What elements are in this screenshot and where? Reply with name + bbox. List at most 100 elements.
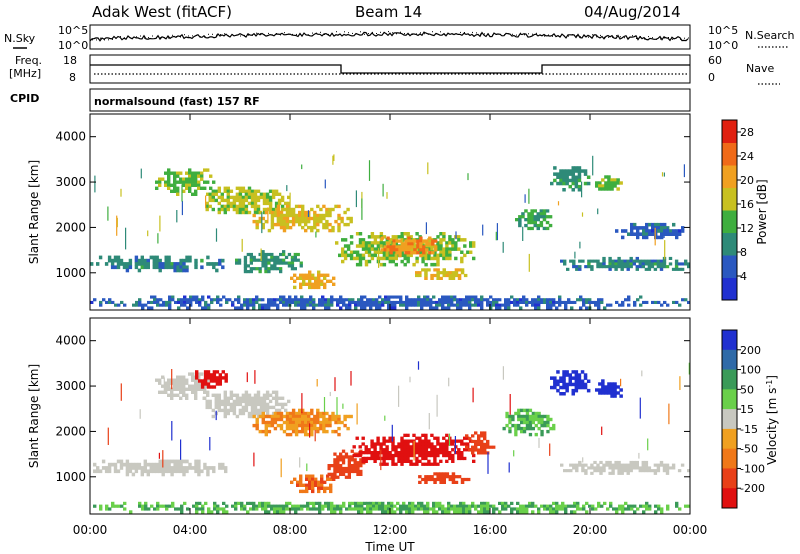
- velocity-colorbar-label: -15: [740, 423, 758, 436]
- noise-panel: N.Sky 10^5 10^0 10^5 10^0 N.Search: [4, 24, 795, 52]
- scatter-region-4: [252, 408, 353, 437]
- velocity-colorbar-label: 50: [740, 383, 754, 396]
- power-panel: 1000 2000 3000 4000 Slant Range [km] 4 8 12 16…: [27, 113, 769, 311]
- scatter-region-14: [90, 295, 691, 310]
- xtick-label: 00:00: [673, 523, 708, 537]
- noise-search-dot: [264, 34, 265, 36]
- noise-search-dot: [124, 37, 125, 39]
- noise-search-dot: [516, 34, 517, 36]
- velocity-colorbar-frame: [721, 329, 738, 509]
- noise-search-dot: [536, 32, 537, 34]
- scatter-region-11: [550, 370, 591, 396]
- noise-search-dot: [648, 36, 649, 38]
- nsky-tick-top: 10^5: [58, 24, 88, 37]
- scatter-region-11: [595, 175, 623, 191]
- noise-search-dot: [684, 37, 685, 39]
- power-colorbar-label: 4: [740, 270, 747, 283]
- xtick-label: 04:00: [173, 523, 208, 537]
- noise-search-dot: [308, 34, 309, 36]
- noise-search-dot: [244, 34, 245, 36]
- noise-search-dot: [172, 34, 173, 36]
- noise-search-dot: [332, 33, 333, 35]
- time-axis: 00:00 04:00 08:00 12:00 16:00 20:00 00:00: [73, 114, 708, 537]
- noise-search-dot: [112, 38, 113, 40]
- noise-search-dot: [644, 38, 645, 40]
- noise-search-dot: [304, 32, 305, 34]
- nave-tick-60: 60: [708, 54, 722, 67]
- velocity-panel: 1000 2000 3000 4000 Slant Range [km] 200 100…: [27, 317, 779, 515]
- power-colorbar-label: 16: [740, 198, 754, 211]
- noise-search-dot: [680, 38, 681, 40]
- scatter-region-6: [327, 449, 366, 479]
- velocity-colorbar-label: 15: [740, 403, 754, 416]
- scatter-region-4: [235, 250, 303, 274]
- scatter-region-9: [515, 209, 553, 231]
- noise-search-dot: [476, 32, 477, 34]
- noise-search-dot: [280, 34, 281, 36]
- noise-search-dot: [164, 37, 165, 39]
- power-colorbar-label: 12: [740, 222, 754, 235]
- noise-search-dot: [272, 34, 273, 36]
- noise-search-dot: [352, 32, 353, 34]
- power-colorbar-swatch: [722, 232, 737, 256]
- power-colorbar: 4 8 12 16 20 24 28: [721, 119, 754, 301]
- noise-search-dot: [528, 33, 529, 35]
- freq-tick-18: 18: [63, 54, 77, 67]
- scatter-region-14: [93, 501, 691, 514]
- noise-search-dot: [184, 34, 185, 36]
- scatter-region-1: [155, 372, 213, 400]
- scatter-region-9: [418, 472, 471, 484]
- ytick-label: 2000: [55, 220, 86, 234]
- noise-search-dot: [404, 33, 405, 35]
- noise-search-dot: [448, 33, 449, 35]
- noise-search-dot: [688, 37, 689, 39]
- noise-search-dot: [472, 31, 473, 33]
- noise-search-dot: [396, 33, 397, 35]
- noise-search-dot: [600, 34, 601, 36]
- noise-search-dot: [140, 35, 141, 37]
- power-colorbar-swatch: [722, 255, 737, 278]
- power-colorbar-label: 8: [740, 246, 747, 259]
- noise-search-dot: [552, 35, 553, 37]
- xaxis-label: Time UT: [364, 540, 415, 554]
- station-title: Adak West (fitACF): [92, 3, 232, 21]
- velocity-colorbar-swatch: [722, 468, 737, 489]
- scatter-region-7: [352, 433, 476, 466]
- xtick-label: 20:00: [573, 523, 608, 537]
- noise-search-dot: [144, 37, 145, 39]
- noise-search-dot: [664, 37, 665, 39]
- noise-search-dot: [400, 31, 401, 33]
- noise-search-dot: [200, 36, 201, 38]
- noise-search-dot: [632, 35, 633, 37]
- noise-search-dot: [384, 31, 385, 33]
- noise-search-dot: [368, 33, 369, 35]
- noise-search-dot: [288, 33, 289, 35]
- speckle-streaks: [107, 361, 690, 478]
- noise-search-dot: [284, 32, 285, 34]
- noise-search-dot: [412, 33, 413, 35]
- noise-search-dot: [420, 32, 421, 34]
- power-colorbar-frame: [721, 119, 738, 301]
- noise-search-dot: [248, 34, 249, 36]
- noise-search-dot: [104, 39, 105, 41]
- scatter-region-8: [465, 431, 496, 455]
- velocity-colorbar-label: 200: [740, 344, 761, 357]
- noise-search-dot: [612, 36, 613, 38]
- power-ylabel: Slant Range [km]: [27, 160, 41, 264]
- noise-search-dot: [360, 31, 361, 33]
- noise-search-dot: [224, 33, 225, 35]
- noise-search-dot: [660, 38, 661, 40]
- noise-search-dot: [436, 33, 437, 35]
- noise-search-dot: [556, 35, 557, 37]
- power-colorbar-swatch: [722, 187, 737, 211]
- noise-search-dot: [548, 34, 549, 36]
- noise-search-dot: [268, 32, 269, 34]
- noise-search-dot: [588, 36, 589, 38]
- noise-search-dot: [512, 33, 513, 35]
- noise-search-dot: [212, 33, 213, 35]
- beam-label: Beam 14: [355, 3, 422, 21]
- noise-search-dot: [500, 33, 501, 35]
- scatter-region-2: [195, 370, 228, 389]
- velocity-colorbar-swatch: [722, 488, 737, 509]
